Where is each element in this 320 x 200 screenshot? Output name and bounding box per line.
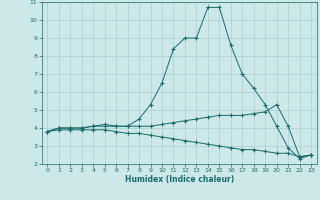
- X-axis label: Humidex (Indice chaleur): Humidex (Indice chaleur): [124, 175, 234, 184]
